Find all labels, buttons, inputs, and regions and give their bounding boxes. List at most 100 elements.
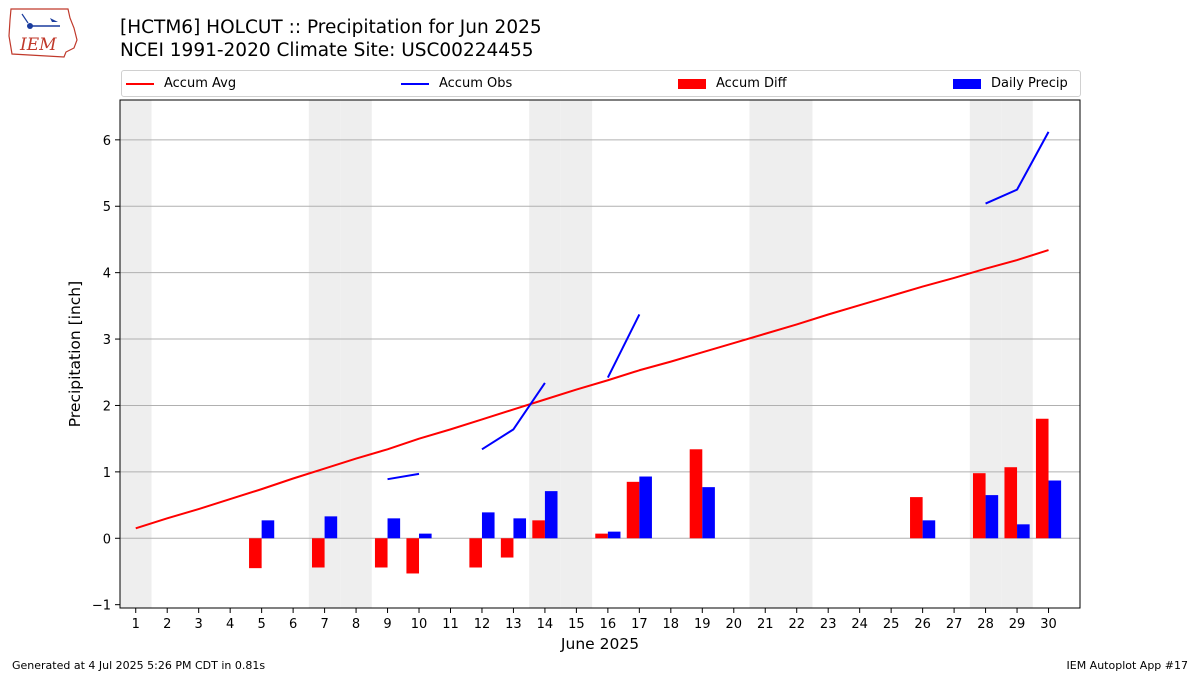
x-tick-label-3: 3 [195, 617, 203, 632]
accum-diff-bar-day-12 [469, 538, 482, 568]
x-tick-label-28: 28 [977, 617, 994, 632]
y-tick-label--1: −1 [92, 599, 111, 614]
y-axis-label: Precipitation [inch] [66, 281, 84, 427]
x-tick-label-13: 13 [505, 617, 522, 632]
daily-precip-bar-day-26 [922, 520, 936, 539]
daily-precip-bar-day-14 [544, 491, 558, 539]
y-tick-label-1: 1 [103, 466, 111, 481]
daily-precip-bar-day-12 [481, 512, 495, 539]
legend-item-accum-obs: Accum Obs [401, 71, 512, 96]
accum-obs-line-segment-3 [985, 131, 1050, 205]
y-tick-label-0: 0 [103, 532, 111, 547]
legend-item-accum-avg: Accum Avg [126, 71, 236, 96]
accum-obs-line-segment-0 [387, 472, 420, 481]
logo-text: IEM [19, 35, 57, 55]
x-tick-label-30: 30 [1040, 617, 1057, 632]
legend-item-daily-precip: Daily Precip [953, 71, 1068, 96]
x-tick-label-2: 2 [163, 617, 171, 632]
weekend-shade-day-1 [120, 100, 152, 608]
daily-precip-bar-day-16 [607, 531, 621, 539]
chart-title: [HCTM6] HOLCUT :: Precipitation for Jun … [120, 17, 542, 38]
accum-avg-line-segment-0 [135, 249, 1049, 530]
y-tick-label-3: 3 [103, 333, 111, 348]
daily-precip-bar-day-17 [639, 476, 652, 539]
legend-item-accum-diff: Accum Diff [678, 71, 787, 96]
accum-diff-bar-day-9 [374, 538, 388, 568]
accum-diff-bar-day-17 [626, 481, 640, 539]
legend-label-daily-precip: Daily Precip [991, 76, 1068, 91]
plot-frame [119, 99, 1081, 609]
accum-diff-bar-day-10 [406, 538, 420, 574]
daily-precip-bar-day-29 [1017, 524, 1030, 539]
daily-precip-bar-day-5 [261, 520, 275, 539]
app-credit: IEM Autoplot App #17 [1066, 659, 1189, 672]
legend-label-accum-diff: Accum Diff [716, 76, 787, 91]
accum-diff-bar-day-29 [1004, 467, 1018, 539]
daily-precip-bar-day-7 [324, 516, 338, 539]
legend-label-accum-avg: Accum Avg [164, 76, 237, 91]
x-tick-label-16: 16 [600, 617, 617, 632]
chart-subtitle: NCEI 1991-2020 Climate Site: USC00224455 [120, 40, 534, 61]
legend-swatch-accum-avg [126, 82, 154, 85]
x-tick-label-20: 20 [725, 617, 742, 632]
daily-precip-bar-day-9 [387, 518, 401, 539]
accum-obs-line-segment-1 [481, 382, 546, 451]
weekend-shade-day-15 [560, 100, 593, 608]
accum-diff-bar-day-5 [249, 538, 262, 569]
accum-diff-bar-day-28 [972, 473, 986, 539]
generated-timestamp: Generated at 4 Jul 2025 5:26 PM CDT in 0… [12, 659, 266, 672]
x-tick-label-25: 25 [883, 617, 900, 632]
accum-diff-bar-day-30 [1035, 418, 1049, 539]
daily-precip-bar-day-19 [702, 487, 715, 539]
iem-logo: IEM [8, 6, 80, 58]
x-tick-label-27: 27 [946, 617, 963, 632]
x-tick-label-12: 12 [474, 617, 491, 632]
x-tick-label-5: 5 [257, 617, 265, 632]
legend-label-accum-obs: Accum Obs [439, 76, 513, 91]
y-tick-label-2: 2 [103, 399, 111, 414]
accum-diff-bar-day-14 [532, 520, 545, 539]
weekend-shade-day-8 [340, 100, 372, 608]
x-tick-label-1: 1 [132, 617, 140, 632]
accum-diff-bar-day-26 [910, 497, 923, 539]
accum-obs-line-segment-2 [606, 314, 641, 379]
accum-diff-bar-day-19 [689, 449, 703, 539]
accum-diff-bar-day-7 [312, 538, 325, 568]
daily-precip-bar-day-10 [419, 533, 432, 539]
x-tick-label-10: 10 [411, 617, 428, 632]
x-tick-label-14: 14 [537, 617, 554, 632]
x-axis-label: June 2025 [560, 635, 639, 653]
y-tick-label-6: 6 [103, 134, 111, 149]
daily-precip-bar-day-28 [985, 495, 999, 539]
x-tick-label-9: 9 [383, 617, 391, 632]
x-tick-label-22: 22 [788, 617, 805, 632]
x-tick-label-21: 21 [757, 617, 774, 632]
x-tick-label-17: 17 [631, 617, 648, 632]
x-tick-label-23: 23 [820, 617, 837, 632]
daily-precip-bar-day-13 [513, 518, 527, 539]
legend-swatch-accum-obs [401, 82, 429, 85]
x-tick-label-19: 19 [694, 617, 711, 632]
legend-swatch-daily-precip [953, 78, 981, 89]
weekend-shade-day-21 [749, 100, 781, 608]
x-tick-label-4: 4 [226, 617, 234, 632]
x-tick-label-6: 6 [289, 617, 297, 632]
daily-precip-bar-day-30 [1048, 480, 1062, 539]
x-tick-label-11: 11 [442, 617, 459, 632]
legend-swatch-accum-diff [678, 78, 706, 89]
x-tick-label-8: 8 [352, 617, 360, 632]
x-tick-label-26: 26 [914, 617, 931, 632]
x-tick-label-7: 7 [320, 617, 328, 632]
x-tick-label-18: 18 [663, 617, 680, 632]
plot-area [120, 100, 1080, 608]
weekend-shade-day-22 [780, 100, 813, 608]
x-tick-label-29: 29 [1009, 617, 1026, 632]
accum-diff-bar-day-13 [500, 538, 514, 558]
x-tick-label-15: 15 [568, 617, 585, 632]
x-tick-label-24: 24 [851, 617, 868, 632]
legend: Accum Avg Accum Obs Accum Diff Daily Pre… [121, 70, 1081, 97]
accum-diff-bar-day-16 [595, 533, 608, 539]
y-tick-label-4: 4 [103, 267, 111, 282]
y-tick-label-5: 5 [103, 200, 111, 215]
